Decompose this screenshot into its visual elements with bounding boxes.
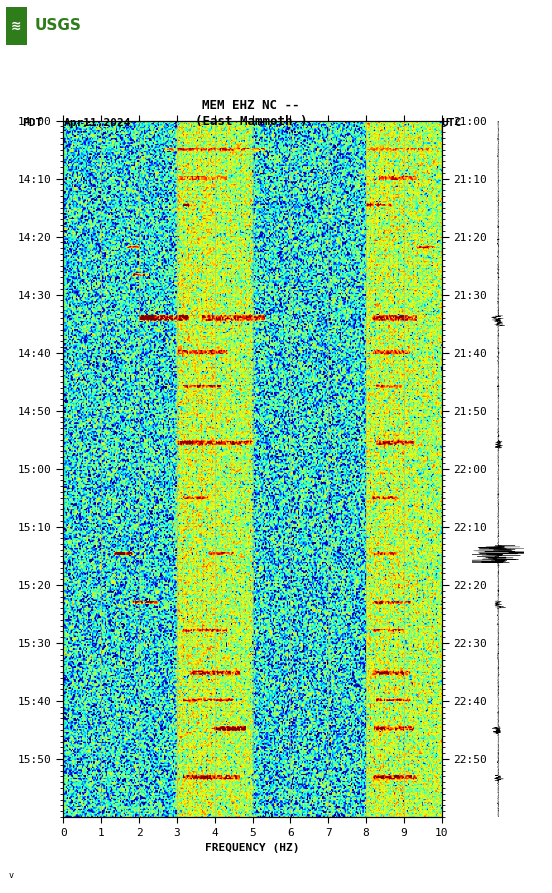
Bar bbox=[6, 7, 27, 45]
Text: USGS: USGS bbox=[35, 19, 82, 33]
Text: PDT: PDT bbox=[22, 118, 43, 128]
Text: Apr11,2024: Apr11,2024 bbox=[63, 118, 131, 128]
X-axis label: FREQUENCY (HZ): FREQUENCY (HZ) bbox=[205, 843, 300, 853]
Text: v: v bbox=[8, 871, 13, 880]
Text: UTC: UTC bbox=[442, 118, 462, 128]
Text: MEM EHZ NC --: MEM EHZ NC -- bbox=[203, 98, 300, 112]
Text: (East Mammoth ): (East Mammoth ) bbox=[195, 114, 307, 128]
Text: ≋: ≋ bbox=[11, 20, 22, 32]
